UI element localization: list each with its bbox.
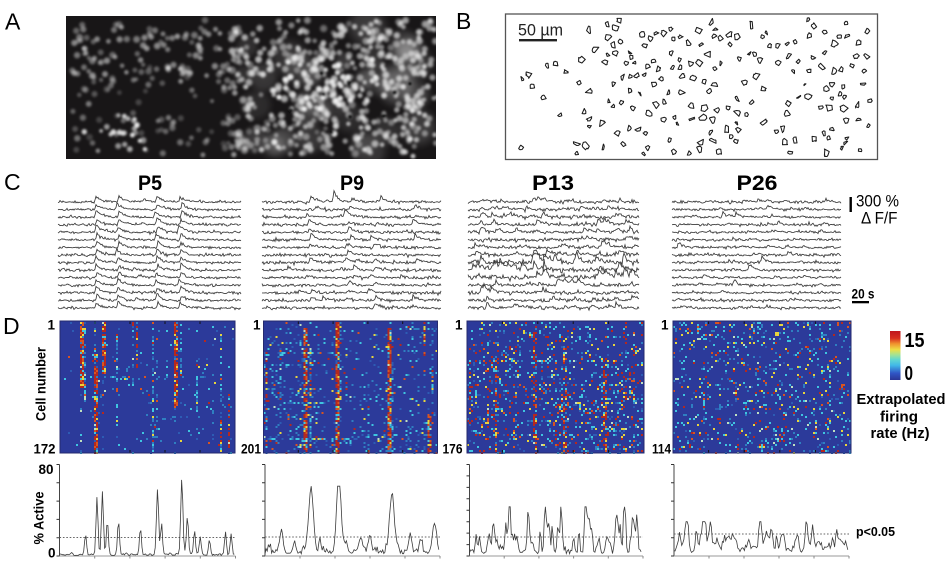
svg-text:20 s: 20 s [852, 286, 875, 302]
svg-text:P9: P9 [340, 172, 364, 195]
svg-text:C: C [4, 169, 21, 195]
svg-text:1: 1 [455, 318, 463, 333]
svg-text:0: 0 [48, 546, 56, 561]
svg-text:300 %: 300 % [856, 192, 899, 211]
svg-text:80: 80 [39, 462, 54, 477]
svg-text:Cell number: Cell number [34, 346, 49, 421]
svg-text:B: B [456, 8, 471, 34]
svg-text:0: 0 [905, 363, 914, 385]
svg-text:172: 172 [34, 442, 56, 457]
svg-text:Extrapolated: Extrapolated [857, 392, 946, 408]
svg-text:Δ F/F: Δ F/F [861, 209, 898, 228]
svg-text:P26: P26 [737, 172, 778, 195]
svg-text:A: A [5, 9, 21, 35]
svg-text:p<0.05: p<0.05 [856, 524, 895, 539]
svg-text:1: 1 [661, 318, 669, 333]
svg-text:P5: P5 [138, 172, 162, 195]
svg-text:firing: firing [880, 410, 918, 426]
svg-text:50 µm: 50 µm [518, 21, 563, 40]
svg-text:1: 1 [47, 318, 55, 333]
svg-text:176: 176 [443, 442, 463, 457]
svg-text:% Active: % Active [32, 491, 47, 544]
svg-text:114: 114 [652, 442, 671, 457]
svg-text:201: 201 [241, 442, 261, 457]
svg-text:D: D [3, 313, 20, 339]
svg-text:P13: P13 [532, 172, 574, 195]
svg-text:1: 1 [253, 318, 261, 333]
svg-text:15: 15 [905, 330, 925, 352]
svg-text:rate (Hz): rate (Hz) [871, 426, 930, 442]
